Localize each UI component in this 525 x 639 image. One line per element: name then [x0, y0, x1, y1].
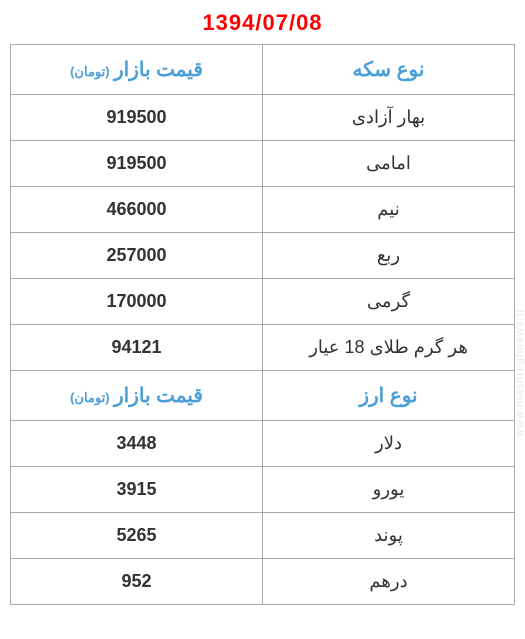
table-row: 257000 ربع [11, 233, 515, 279]
coin-price-header-text: قیمت بازار [114, 59, 203, 81]
price-value: 257000 [11, 233, 263, 279]
currency-price-header: قیمت بازار (تومان) [11, 371, 263, 421]
item-name: ربع [263, 233, 515, 279]
table-row: 919500 امامی [11, 141, 515, 187]
table-row: 3915 یورو [11, 467, 515, 513]
price-value: 3448 [11, 421, 263, 467]
table-row: 919500 بهار آزادی [11, 95, 515, 141]
date-title: 1394/07/08 [10, 10, 515, 36]
price-value: 94121 [11, 325, 263, 371]
table-row: 5265 پوند [11, 513, 515, 559]
item-name: هر گرم طلای 18 عیار [263, 325, 515, 371]
item-name: درهم [263, 559, 515, 605]
watermark-text: www.mashreghnews.ir [514, 308, 525, 437]
price-table: قیمت بازار (تومان) نوع سکه 919500 بهار آ… [10, 44, 515, 605]
price-value: 466000 [11, 187, 263, 233]
table-row: 3448 دلار [11, 421, 515, 467]
item-name: دلار [263, 421, 515, 467]
currency-price-unit: (تومان) [70, 390, 109, 405]
price-value: 170000 [11, 279, 263, 325]
item-name: گرمی [263, 279, 515, 325]
table-body: قیمت بازار (تومان) نوع سکه 919500 بهار آ… [11, 45, 515, 605]
price-value: 952 [11, 559, 263, 605]
item-name: بهار آزادی [263, 95, 515, 141]
item-name: پوند [263, 513, 515, 559]
price-value: 3915 [11, 467, 263, 513]
coin-price-header: قیمت بازار (تومان) [11, 45, 263, 95]
item-name: امامی [263, 141, 515, 187]
price-value: 919500 [11, 141, 263, 187]
price-value: 919500 [11, 95, 263, 141]
table-row: 94121 هر گرم طلای 18 عیار [11, 325, 515, 371]
currency-header-row: قیمت بازار (تومان) نوع ارز [11, 371, 515, 421]
coin-price-unit: (تومان) [70, 64, 109, 79]
item-name: یورو [263, 467, 515, 513]
currency-type-header-text: نوع ارز [359, 385, 417, 407]
item-name: نیم [263, 187, 515, 233]
currency-price-header-text: قیمت بازار [114, 385, 203, 407]
coin-type-header: نوع سکه [263, 45, 515, 95]
table-row: 952 درهم [11, 559, 515, 605]
price-value: 5265 [11, 513, 263, 559]
coin-header-row: قیمت بازار (تومان) نوع سکه [11, 45, 515, 95]
table-row: 466000 نیم [11, 187, 515, 233]
coin-type-header-text: نوع سکه [353, 59, 425, 81]
currency-type-header: نوع ارز [263, 371, 515, 421]
table-row: 170000 گرمی [11, 279, 515, 325]
